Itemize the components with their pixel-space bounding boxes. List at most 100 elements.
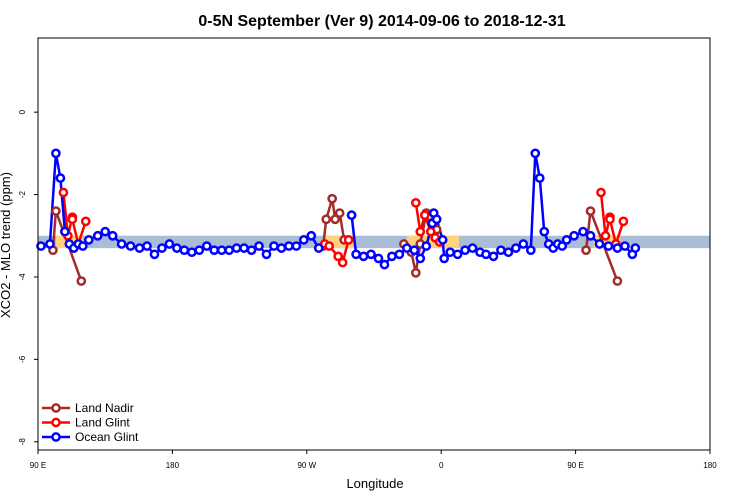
land-nadir-point xyxy=(581,245,591,256)
ocean-glint-point xyxy=(261,249,272,260)
ocean-glint-point xyxy=(620,241,630,251)
ocean-glint-point xyxy=(157,243,167,253)
land-glint-point xyxy=(410,197,421,208)
ocean-glint-point xyxy=(201,241,212,251)
legend-marker-land-nadir xyxy=(51,403,61,413)
plot-area xyxy=(36,148,710,286)
ocean-glint-point xyxy=(164,239,175,249)
ocean-glint-point xyxy=(539,226,550,237)
legend-label-land-nadir: Land Nadir xyxy=(75,401,134,415)
ocean-glint-point xyxy=(439,253,450,264)
ocean-glint-point xyxy=(467,243,478,253)
land-glint-point xyxy=(337,257,348,268)
x-tick-label: 180 xyxy=(703,461,717,470)
ocean-glint-point xyxy=(269,241,279,251)
legend-marker-ocean-glint xyxy=(51,432,61,442)
ocean-glint-point xyxy=(437,235,448,245)
ocean-glint-point xyxy=(421,241,432,251)
ocean-glint-point xyxy=(525,245,536,256)
land-nadir-point xyxy=(76,276,87,286)
ocean-glint-point xyxy=(585,230,596,241)
ocean-glint-point xyxy=(313,243,324,253)
ocean-glint-point xyxy=(45,239,55,249)
ocean-glint-point xyxy=(306,230,317,241)
ocean-glint-point xyxy=(172,243,182,253)
ocean-glint-point xyxy=(92,230,103,241)
legend-marker-land-glint xyxy=(51,417,61,428)
ocean-glint-point xyxy=(394,249,405,260)
land-nadir-point xyxy=(334,208,345,218)
x-tick-label: 90 E xyxy=(30,461,46,470)
land-nadir-point xyxy=(410,267,421,278)
land-glint-point xyxy=(605,214,615,225)
ocean-glint-point xyxy=(77,241,88,251)
ocean-glint-point xyxy=(239,243,249,253)
y-tick-label: -8 xyxy=(18,438,27,446)
ocean-glint-point xyxy=(276,243,287,253)
ocean-glint-point xyxy=(100,226,111,237)
ocean-glint-point xyxy=(561,235,572,245)
ocean-glint-point xyxy=(83,235,94,245)
land-glint-point xyxy=(58,187,69,198)
ocean-glint-point xyxy=(511,243,521,253)
ocean-glint-point xyxy=(179,245,190,256)
ocean-glint-point xyxy=(36,241,46,251)
land-nadir-point xyxy=(327,193,338,204)
ocean-glint-point xyxy=(366,249,376,260)
ocean-glint-point xyxy=(379,259,390,270)
ocean-glint-point xyxy=(291,241,302,251)
ocean-glint-point xyxy=(603,241,614,251)
ocean-glint-point xyxy=(216,245,227,256)
ocean-glint-point xyxy=(431,214,442,225)
ocean-glint-point xyxy=(578,226,588,237)
ocean-glint-point xyxy=(351,249,361,260)
ocean-glint-point xyxy=(630,243,641,253)
ocean-glint-point xyxy=(460,245,470,256)
land-nadir-point xyxy=(612,276,623,286)
ocean-glint-point xyxy=(246,245,257,256)
ocean-glint-point xyxy=(254,241,264,251)
ocean-glint-point xyxy=(534,173,545,183)
ocean-glint-point xyxy=(224,245,234,256)
y-tick-label: -6 xyxy=(18,355,27,363)
y-tick-label: -2 xyxy=(18,190,27,198)
ocean-glint-point xyxy=(149,249,160,260)
y-tick-label: -4 xyxy=(18,273,27,281)
ocean-glint-point xyxy=(496,245,506,256)
land-glint-point xyxy=(324,241,335,251)
land-glint-point xyxy=(425,226,436,237)
axes: 90 E 180 90 W 0 90 E 180 0 -2 -4 -6 -8 xyxy=(18,109,717,470)
ocean-glint-point xyxy=(284,241,294,251)
land-nadir-point xyxy=(321,214,332,225)
ocean-glint-point xyxy=(51,148,61,159)
ocean-glint-point xyxy=(373,253,384,264)
ocean-glint-point xyxy=(452,249,463,260)
ocean-glint-point xyxy=(134,243,145,253)
ocean-glint-point xyxy=(231,243,242,253)
land-glint-point xyxy=(80,216,91,227)
ocean-glint-point xyxy=(503,247,514,258)
ocean-glint-point xyxy=(358,251,369,262)
ocean-glint-point xyxy=(346,210,357,221)
x-tick-label: 90 W xyxy=(297,461,316,470)
ocean-glint-point xyxy=(445,247,456,258)
y-axis-label: XCO2 - MLO trend (ppm) xyxy=(0,172,13,318)
ocean-glint-point xyxy=(194,245,205,256)
legend-label-land-glint: Land Glint xyxy=(75,416,130,430)
x-tick-label: 180 xyxy=(166,461,180,470)
land-nadir-point xyxy=(330,214,341,225)
land-glint-point xyxy=(600,230,611,241)
land-glint-point xyxy=(415,226,426,237)
ocean-glint-point xyxy=(530,148,541,159)
ocean-glint-point xyxy=(594,239,605,249)
legend-label-ocean-glint: Ocean Glint xyxy=(75,430,139,444)
land-nadir-point xyxy=(51,206,61,216)
land-glint-point xyxy=(618,216,629,227)
land-glint-point xyxy=(343,235,354,245)
ocean-glint-point xyxy=(481,249,491,260)
ocean-glint-point xyxy=(518,239,529,249)
ocean-glint-point xyxy=(142,241,152,251)
land-glint-point xyxy=(419,210,430,221)
ocean-glint-point xyxy=(116,239,127,249)
